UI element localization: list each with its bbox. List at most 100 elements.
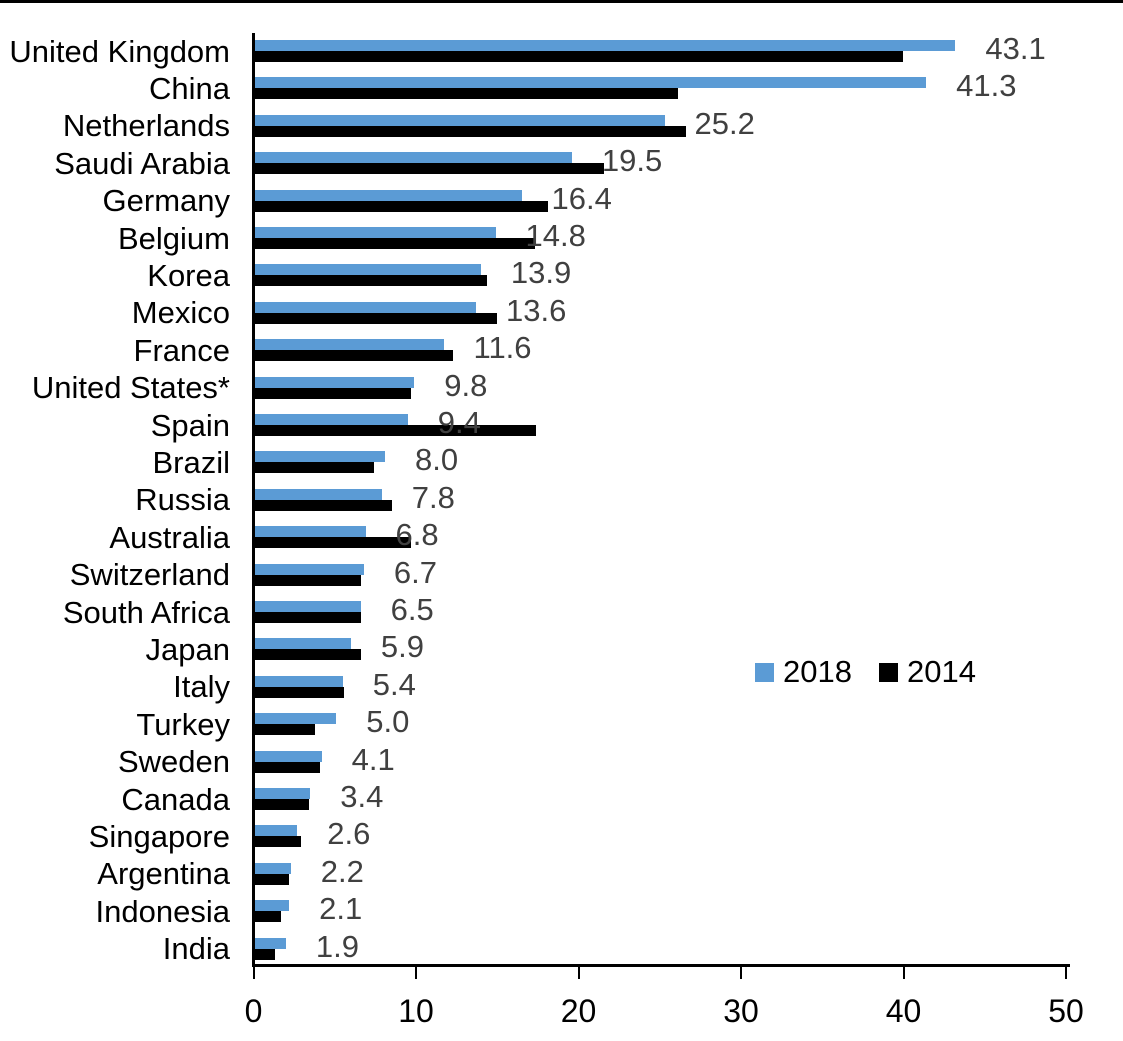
category-label: Russia bbox=[135, 482, 230, 518]
value-label: 6.8 bbox=[395, 517, 439, 553]
value-label: 4.1 bbox=[351, 741, 395, 777]
bar-2018 bbox=[255, 40, 956, 51]
bar-2018 bbox=[255, 264, 481, 276]
bar-2014 bbox=[255, 275, 488, 287]
category-label: South Africa bbox=[62, 594, 230, 630]
category-label: Italy bbox=[173, 669, 230, 705]
legend-swatch-2014-icon bbox=[878, 662, 898, 682]
bar-2018 bbox=[255, 937, 286, 949]
bar-2018 bbox=[255, 601, 361, 612]
category-label: Australia bbox=[109, 519, 230, 555]
bar-2018 bbox=[255, 227, 496, 238]
value-label: 6.7 bbox=[393, 554, 437, 590]
value-label: 5.4 bbox=[372, 666, 416, 702]
value-label: 14.8 bbox=[525, 218, 586, 253]
bar-2014 bbox=[255, 88, 678, 100]
category-label: India bbox=[162, 931, 230, 967]
bar-2014 bbox=[255, 686, 345, 698]
bar-2014 bbox=[255, 724, 316, 736]
value-label: 8.0 bbox=[415, 442, 459, 478]
bar-2018 bbox=[255, 301, 476, 313]
category-label: China bbox=[149, 70, 230, 106]
category-label: Japan bbox=[145, 631, 230, 667]
bar-2018 bbox=[255, 451, 385, 463]
bar-2018 bbox=[255, 189, 522, 201]
bar-2014 bbox=[255, 911, 281, 923]
value-label: 7.8 bbox=[411, 479, 455, 515]
bar-2018 bbox=[255, 675, 343, 687]
bar-2014 bbox=[255, 125, 686, 137]
y-axis-line bbox=[252, 33, 255, 966]
bar-2014 bbox=[255, 948, 275, 960]
bar-2014 bbox=[255, 387, 411, 399]
bar-2018 bbox=[255, 862, 291, 874]
bar-2018 bbox=[255, 414, 408, 425]
bar-2014 bbox=[255, 612, 361, 623]
tick-label: 50 bbox=[1048, 993, 1084, 1029]
bar-2018 bbox=[255, 77, 927, 89]
category-label: Singapore bbox=[88, 818, 230, 854]
value-label: 25.2 bbox=[694, 105, 755, 141]
value-label: 5.9 bbox=[380, 629, 424, 665]
bar-2018 bbox=[255, 900, 290, 912]
tick-mark bbox=[902, 967, 905, 979]
value-label: 5.0 bbox=[366, 704, 410, 740]
tick-mark bbox=[415, 967, 417, 979]
category-label: Canada bbox=[121, 781, 230, 817]
bar-2018 bbox=[255, 376, 415, 388]
bar-2014 bbox=[255, 51, 904, 62]
bar-2014 bbox=[255, 425, 537, 436]
value-label: 1.9 bbox=[315, 928, 359, 964]
top-border-line bbox=[0, 0, 1123, 3]
bar-2014 bbox=[255, 873, 290, 885]
category-label: France bbox=[133, 332, 230, 368]
legend-item-2014: 2014 bbox=[878, 656, 976, 687]
bar-2018 bbox=[255, 152, 572, 164]
legend: 2018 2014 bbox=[755, 656, 976, 687]
category-label: Brazil bbox=[152, 444, 230, 480]
bar-2018 bbox=[255, 750, 322, 762]
category-label: Turkey bbox=[136, 706, 230, 742]
value-label: 9.8 bbox=[444, 367, 488, 403]
legend-item-2018: 2018 bbox=[755, 656, 852, 687]
category-label: United Kingdom bbox=[9, 33, 230, 69]
bar-2014 bbox=[255, 163, 605, 175]
value-label: 16.4 bbox=[551, 180, 612, 216]
value-label: 2.1 bbox=[319, 891, 363, 927]
bar-2018 bbox=[255, 713, 337, 725]
value-label: 9.4 bbox=[437, 405, 481, 440]
value-label: 6.5 bbox=[390, 592, 434, 627]
bar-2018 bbox=[255, 339, 444, 351]
bar-2018 bbox=[255, 563, 364, 575]
bar-2018 bbox=[255, 788, 311, 799]
tick-label: 20 bbox=[560, 993, 597, 1029]
bar-2014 bbox=[255, 537, 411, 549]
bar-2014 bbox=[255, 649, 361, 661]
value-label: 43.1 bbox=[985, 31, 1046, 66]
tick-label: 10 bbox=[398, 993, 434, 1029]
category-label: Belgium bbox=[118, 220, 230, 256]
category-label: Spain bbox=[150, 407, 230, 443]
category-label: Switzerland bbox=[69, 557, 230, 593]
tick-mark bbox=[577, 967, 580, 979]
bar-2018 bbox=[255, 488, 382, 500]
bar-2018 bbox=[255, 638, 351, 650]
category-label: Netherlands bbox=[62, 108, 230, 144]
bar-2014 bbox=[255, 799, 309, 810]
value-label: 2.2 bbox=[320, 853, 364, 889]
value-label: 2.6 bbox=[327, 816, 371, 852]
value-label: 19.5 bbox=[601, 143, 663, 179]
bar-2014 bbox=[255, 574, 361, 586]
x-axis-line bbox=[252, 964, 1070, 967]
value-label: 13.9 bbox=[510, 255, 572, 291]
tick-label: 40 bbox=[885, 993, 922, 1029]
tick-mark bbox=[1065, 967, 1067, 979]
category-label: Mexico bbox=[131, 295, 230, 331]
bar-2018 bbox=[255, 825, 298, 837]
bar-2014 bbox=[255, 462, 374, 474]
bar-2014 bbox=[255, 350, 454, 362]
category-label: Argentina bbox=[97, 856, 230, 892]
category-label: United States* bbox=[31, 370, 230, 406]
bar-2014 bbox=[255, 200, 548, 212]
